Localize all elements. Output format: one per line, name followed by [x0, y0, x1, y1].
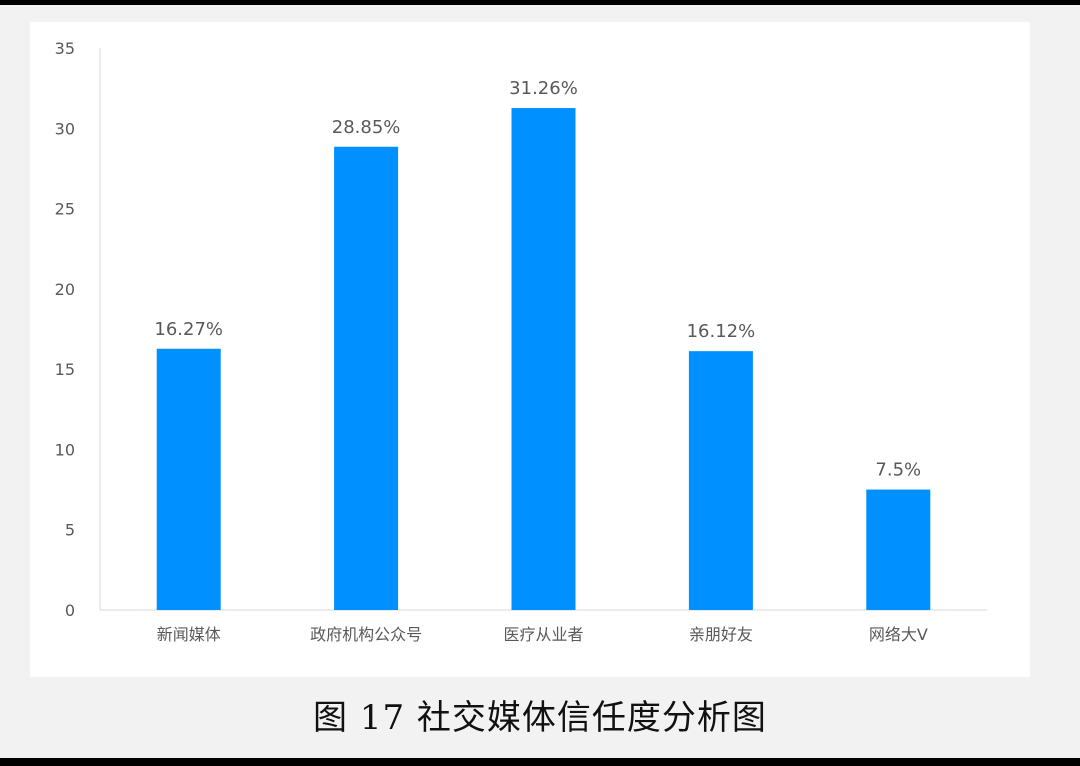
top-border [0, 0, 1080, 5]
y-tick-label: 25 [55, 200, 75, 219]
y-tick-label: 10 [55, 440, 75, 459]
chart-panel: 0 5 10 15 20 25 30 35 16.27% 新闻媒体 28.85% 政府机构公众号 31.… [30, 22, 1030, 677]
y-tick-label: 0 [65, 601, 75, 620]
data-label: 28.85% [332, 117, 401, 138]
figure-caption: 图 17 社交媒体信任度分析图 [313, 698, 767, 738]
data-label: 16.27% [154, 319, 223, 340]
y-tick-label: 15 [55, 360, 75, 379]
y-tick-label: 20 [55, 280, 75, 299]
data-label: 7.5% [875, 460, 921, 481]
x-tick-label: 新闻媒体 [157, 625, 221, 644]
bottom-border [0, 758, 1080, 766]
data-label: 16.12% [687, 321, 756, 342]
bar [688, 351, 753, 610]
bar [866, 489, 931, 610]
x-tick-label: 医疗从业者 [503, 625, 583, 644]
bar [156, 348, 221, 610]
bar-chart: 0 5 10 15 20 25 30 35 16.27% 新闻媒体 28.85% 政府机构公众号 31.… [55, 39, 987, 644]
y-tick-label: 5 [65, 521, 75, 540]
y-tick-label: 35 [55, 39, 75, 58]
bar [511, 108, 576, 610]
y-tick-label: 30 [55, 119, 75, 138]
data-label: 31.26% [509, 78, 578, 99]
x-tick-label: 网络大V [869, 625, 928, 644]
bar [334, 146, 399, 610]
x-tick-label: 亲朋好友 [689, 625, 753, 644]
x-tick-label: 政府机构公众号 [310, 625, 422, 644]
